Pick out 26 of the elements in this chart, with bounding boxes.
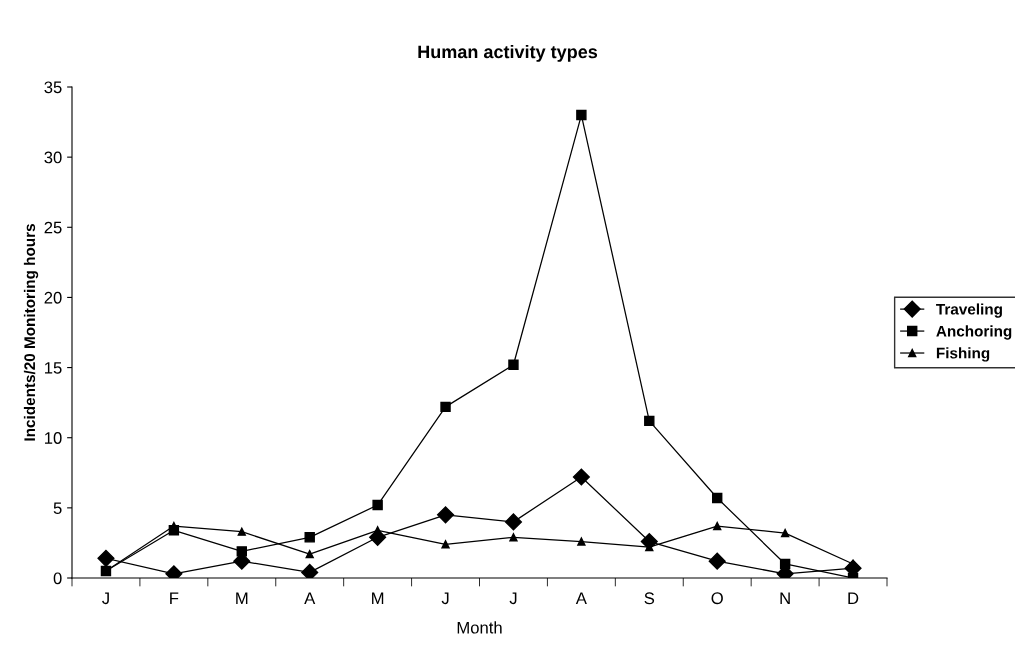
x-tick-label: A: [575, 592, 587, 604]
y-tick-label: 10: [45, 432, 62, 444]
x-tick-label: O: [711, 592, 723, 605]
x-tick-label: M: [372, 592, 384, 604]
legend-label: Traveling: [936, 303, 1002, 318]
y-tick-label: 35: [44, 81, 62, 94]
x-tick-label: J: [102, 592, 109, 605]
x-tick-label: D: [848, 592, 859, 604]
x-tick-label: N: [780, 592, 790, 604]
y-tick-label: 15: [45, 362, 62, 374]
x-axis-title: Month: [457, 621, 502, 634]
y-tick-label: 0: [53, 572, 62, 585]
x-tick-label: M: [236, 592, 248, 604]
y-tick-label: 25: [44, 221, 62, 234]
legend-label: Fishing: [936, 347, 990, 362]
x-tick-label: J: [441, 592, 449, 605]
x-tick-label: J: [509, 592, 517, 605]
y-tick-label: 5: [53, 502, 62, 515]
y-axis-title: Incidents/20 Monitoring hours: [23, 224, 39, 441]
y-tick-label: 30: [44, 151, 62, 164]
x-tick-label: F: [170, 592, 179, 604]
x-tick-label: S: [644, 592, 655, 605]
legend-label: Anchoring: [936, 325, 1012, 340]
y-tick-label: 20: [44, 291, 62, 304]
chart-title: Human activity types: [418, 45, 598, 62]
x-tick-label: A: [304, 592, 316, 604]
